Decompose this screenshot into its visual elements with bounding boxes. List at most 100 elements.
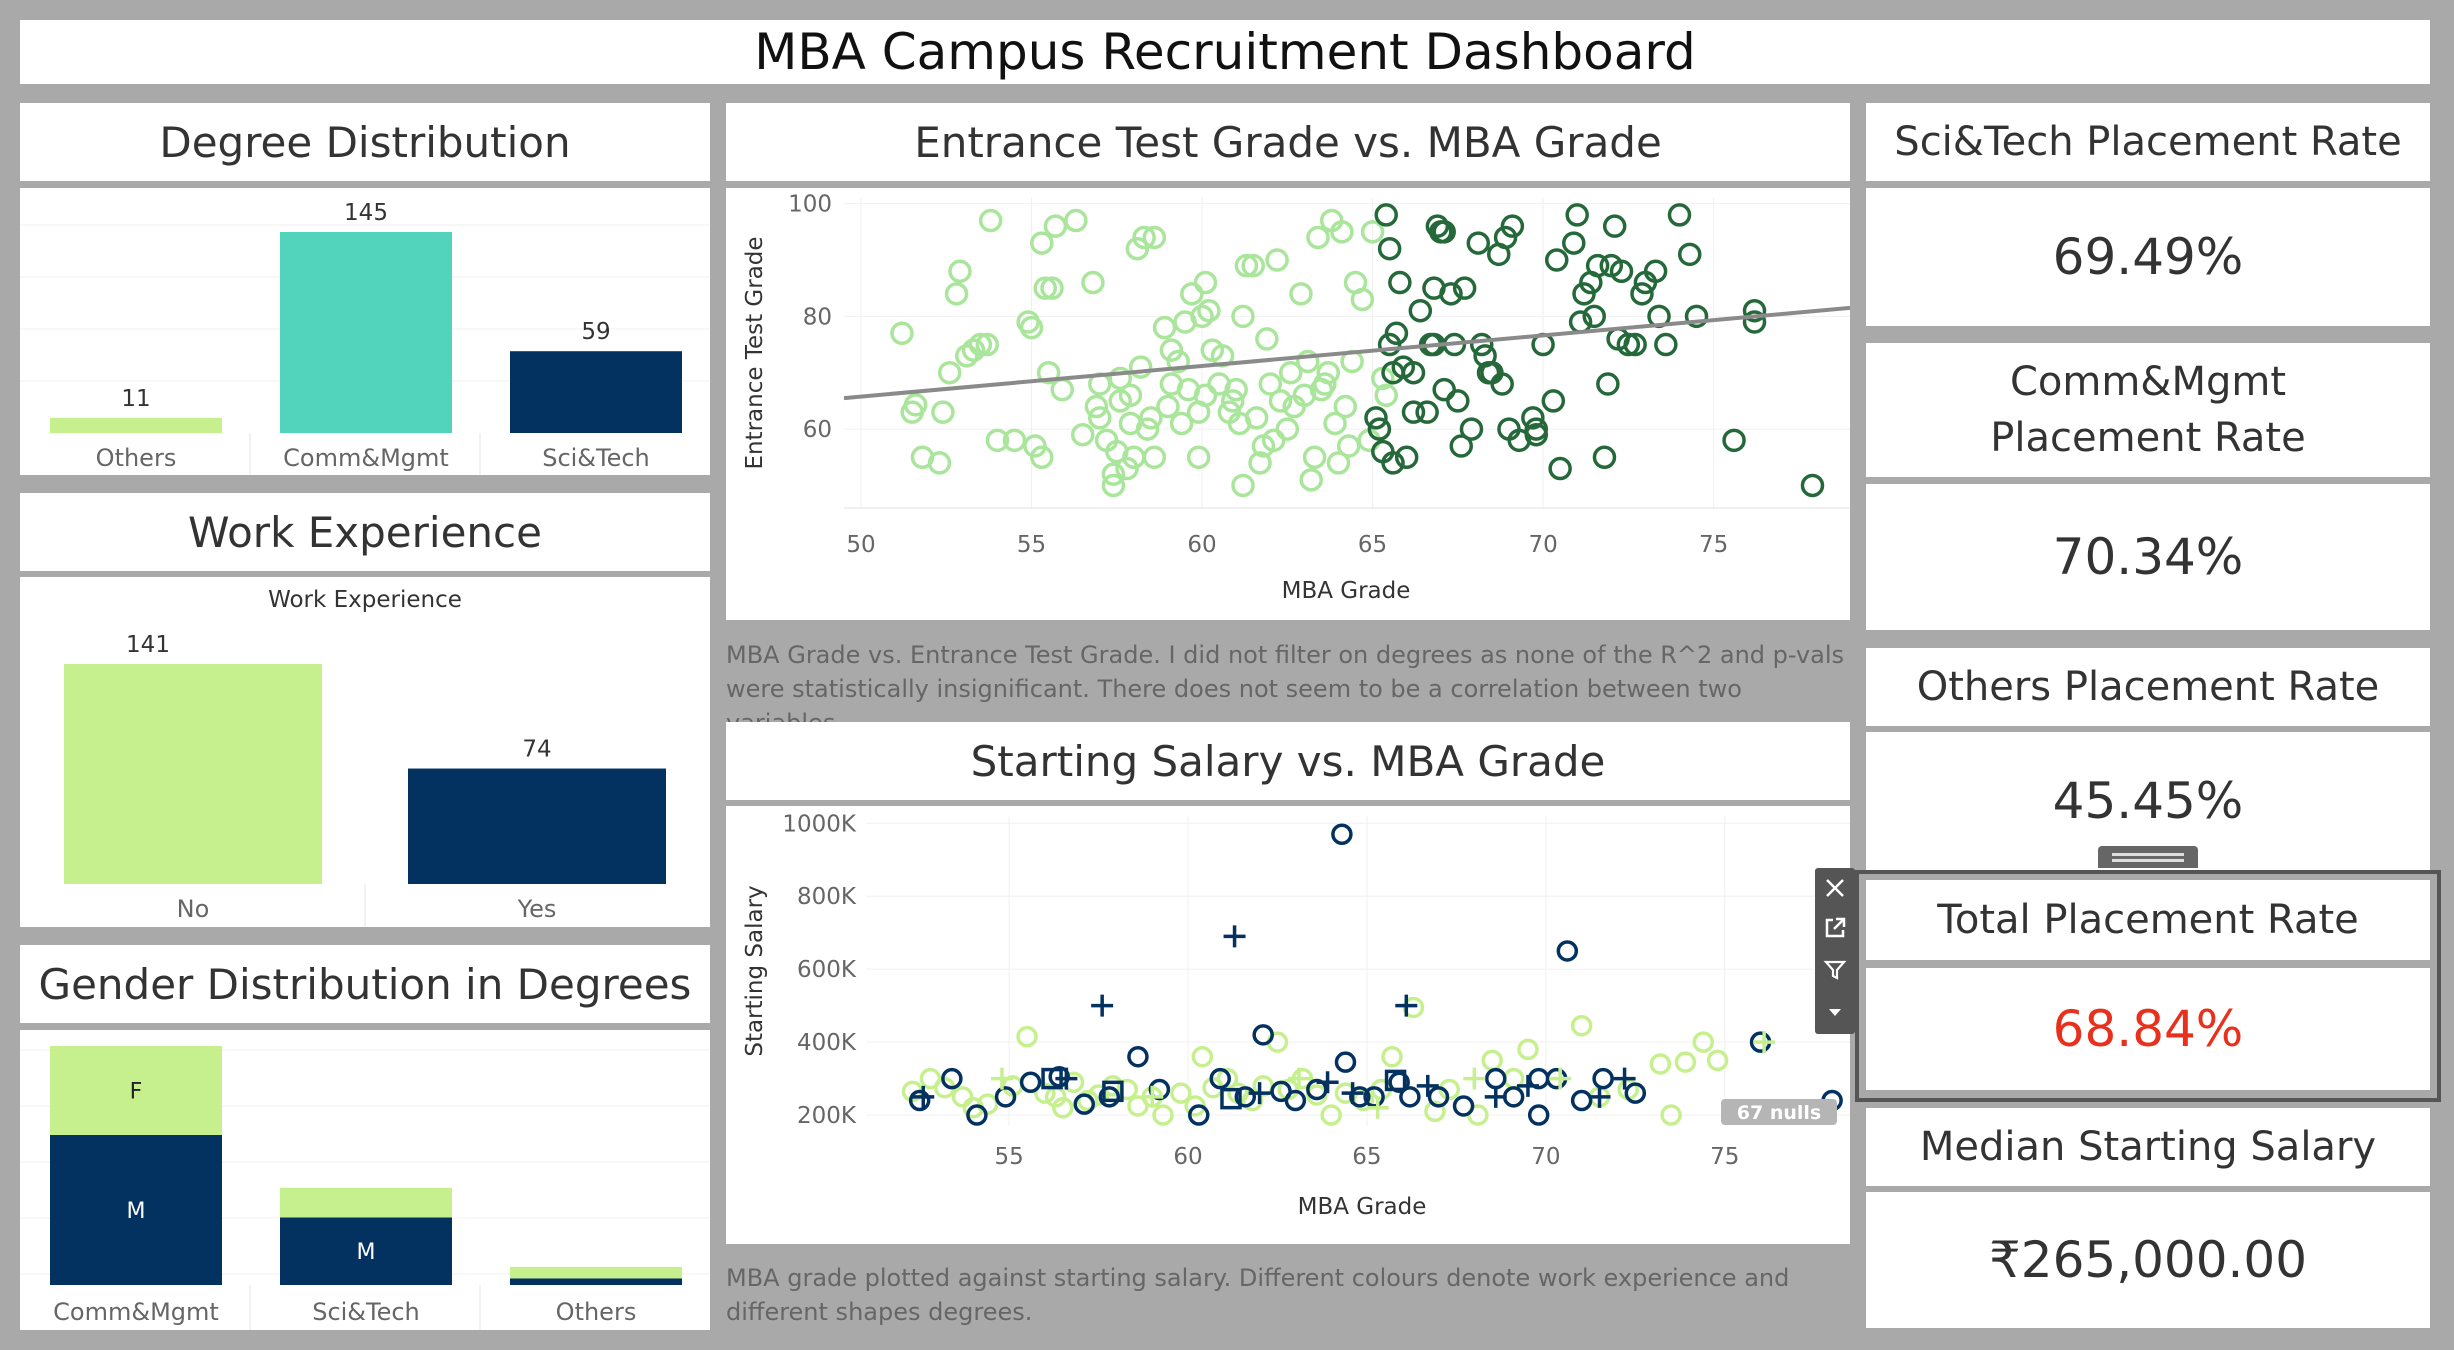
x-tick-label: 70	[1528, 532, 1557, 558]
scatter-point	[1623, 332, 1647, 357]
scatter-point	[1742, 310, 1767, 334]
kpi-scitech-value-panel: 69.49%	[1866, 188, 2430, 326]
scatter-point-plus	[1287, 1067, 1310, 1090]
bar-sci&tech	[510, 351, 682, 433]
scatter-point	[1128, 355, 1153, 379]
y-tick-label: 400K	[797, 1030, 857, 1056]
scatter-point	[1401, 400, 1426, 424]
scatter-point	[1381, 451, 1405, 475]
scatter-point	[1565, 203, 1589, 227]
scatter-point	[1630, 282, 1654, 306]
more-dropdown-icon[interactable]	[1815, 992, 1855, 1032]
kpi-total-title-panel[interactable]: Total Placement Rate	[1866, 880, 2430, 960]
scatter-point	[1432, 377, 1456, 402]
scatter-point	[1408, 298, 1433, 323]
scatter-point-plus	[1223, 925, 1246, 948]
scatter-point	[1524, 417, 1549, 441]
scatter2-panel: 55 60 65 70 75 200K 400K 600K 800K 1000K MBA Grade…	[726, 806, 1850, 1244]
dashboard-title-panel: MBA Campus Recruitment Dashboard	[20, 20, 2430, 84]
entrance-vs-mba-scatter[interactable]: 50 55 60 65 70 75 60 80 100 MBA Grade Entrance Tes…	[726, 188, 1851, 620]
scatter-point-plus	[1366, 1096, 1389, 1119]
work-chart-panel: Work Experience 141 No 74 Yes	[20, 577, 710, 927]
scatter-point	[1377, 236, 1402, 261]
scatter-point	[1692, 1031, 1715, 1053]
filter-icon[interactable]	[1815, 950, 1855, 990]
scatter-point	[1582, 304, 1606, 329]
scatter-point	[1248, 451, 1272, 475]
kpi-total-value-panel[interactable]: 68.84%	[1866, 968, 2430, 1090]
scatter-point-square	[1220, 1087, 1242, 1110]
scatter-point	[1299, 468, 1323, 492]
scatter-point	[1296, 349, 1320, 374]
kpi-others-title-panel: Others Placement Rate	[1866, 648, 2430, 726]
scatter-point	[1469, 332, 1494, 357]
scatter-point-plus	[1613, 1067, 1636, 1090]
scatter-point	[1098, 1086, 1121, 1108]
scatter-point	[1350, 287, 1375, 312]
scatter-point	[1135, 417, 1160, 441]
x-tick-label: 65	[1352, 1144, 1381, 1170]
category-tick-label: Sci&Tech	[312, 1298, 420, 1326]
scatter-point	[1052, 1097, 1074, 1119]
kpi-others-title: Others Placement Rate	[1916, 664, 2380, 710]
kpi-salary-title: Median Starting Salary	[1919, 1124, 2377, 1170]
segment-label-male: M	[357, 1240, 376, 1265]
scatter-point	[1459, 417, 1484, 441]
scatter-point	[1570, 1014, 1593, 1037]
y-tick-label: 600K	[797, 957, 857, 983]
kpi-scitech-value: 69.49%	[2052, 228, 2244, 286]
bar-value-label: 11	[121, 386, 150, 412]
scatter-point	[1197, 298, 1221, 323]
open-external-icon[interactable]	[1815, 908, 1855, 948]
scatter-point	[1188, 1104, 1210, 1126]
scatter-point	[1326, 451, 1351, 475]
scatter-point	[1320, 1104, 1342, 1126]
scatter-point	[1275, 417, 1300, 441]
scatter-point-plus	[1549, 1067, 1572, 1090]
scatter-point	[1333, 394, 1358, 419]
scatter-point	[1166, 349, 1190, 374]
scatter-point	[1544, 248, 1569, 272]
scatter-point-plus	[1484, 1085, 1507, 1108]
scatter-point	[1050, 377, 1075, 402]
x-tick-label: 60	[1187, 532, 1216, 558]
scatter-point	[1541, 389, 1566, 413]
kpi-scitech-title: Sci&Tech Placement Rate	[1894, 119, 2402, 165]
scatter-point	[1654, 332, 1678, 357]
y-tick-label: 60	[803, 417, 832, 443]
gender-stacked-bar-chart[interactable]: Comm&Mgmt F M Sci&Tech M Others	[20, 1030, 710, 1330]
scatter-point	[1231, 304, 1255, 329]
degree-bar-chart[interactable]: 11 Others 145 Comm&Mgmt 59 Sci&Tech	[20, 188, 710, 475]
scatter-point	[1800, 473, 1825, 498]
salary-vs-mba-scatter[interactable]: 55 60 65 70 75 200K 400K 600K 800K 1000K MBA Grade…	[726, 806, 1850, 1244]
scatter-point	[1190, 304, 1214, 329]
scatter-point	[1261, 428, 1286, 453]
close-icon[interactable]	[1815, 868, 1855, 908]
scatter-point	[1556, 940, 1579, 962]
scatter-point	[890, 321, 914, 346]
category-tick-label: No	[177, 895, 210, 923]
scatter-point	[1127, 1045, 1149, 1068]
scatter-point	[1084, 394, 1109, 419]
scatter-point-plus	[912, 1085, 935, 1108]
scatter-point	[1002, 428, 1027, 453]
scatter-point	[978, 208, 1003, 233]
scatter1-panel: 50 55 60 65 70 75 60 80 100 MBA Grade Entrance Tes…	[726, 188, 1851, 620]
kpi-scitech-title-panel: Sci&Tech Placement Rate	[1866, 103, 2430, 181]
bar-no	[64, 664, 322, 884]
scatter2-caption: MBA grade plotted against starting salar…	[726, 1264, 1790, 1326]
scatter-point	[1323, 411, 1347, 436]
scatter-point	[1142, 225, 1167, 250]
resize-grip-handle[interactable]	[2098, 846, 2198, 868]
scatter-point	[1180, 282, 1204, 306]
work-bar-chart[interactable]: Work Experience 141 No 74 Yes	[20, 577, 710, 927]
scatter-point	[1649, 1053, 1672, 1075]
scatter-point	[1073, 1093, 1096, 1115]
scatter-point	[1548, 456, 1572, 481]
scatter-point-plus	[1753, 1031, 1776, 1054]
category-tick-label: Sci&Tech	[542, 444, 650, 472]
scatter-point	[1048, 1066, 1070, 1088]
scatter-point	[1585, 253, 1610, 278]
scatter-point-plus	[1416, 1074, 1439, 1097]
y-tick-label: 1000K	[782, 811, 857, 837]
